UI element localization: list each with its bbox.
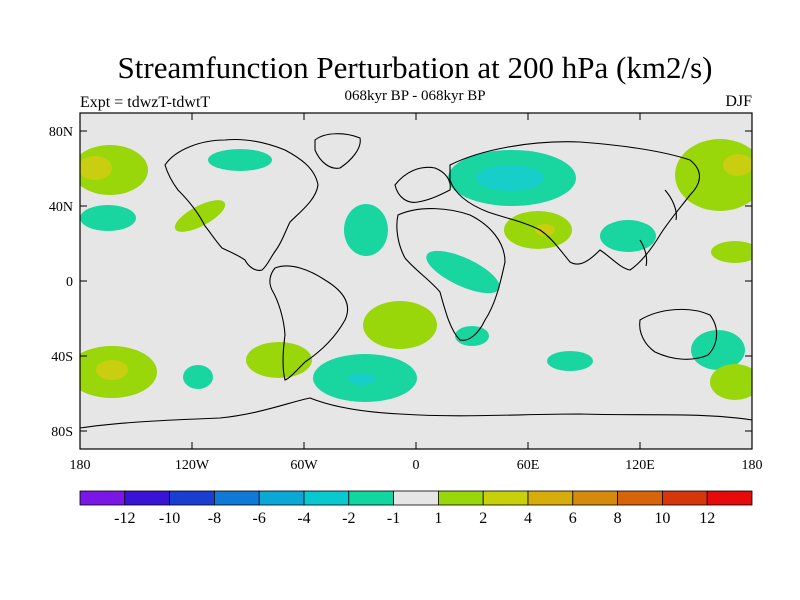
colorbar-label: 2 <box>479 510 487 527</box>
contour-negative <box>208 149 272 171</box>
contour-negative <box>691 330 745 370</box>
colorbar-box <box>79 490 126 506</box>
contour-negative <box>426 250 500 294</box>
experiment-label: Expt = tdwzT-tdwtT <box>80 94 211 111</box>
chart-subtitle: 068kyr BP - 068kyr BP <box>344 88 486 104</box>
x-tick-label: 180 <box>742 458 763 473</box>
y-tick-label: 40S <box>51 350 73 365</box>
colorbar-box <box>617 490 663 506</box>
y-tick-label: 80N <box>49 125 73 140</box>
y-axis-ticks <box>80 130 752 432</box>
contour-negative <box>455 326 489 346</box>
x-tick-label: 120W <box>175 458 210 473</box>
colorbar-box <box>348 490 394 506</box>
colorbar-box <box>706 490 753 506</box>
contour-negative-strong <box>348 373 376 385</box>
y-axis-labels: 80N 40N 0 40S 80S <box>49 125 73 440</box>
map-background <box>80 113 752 449</box>
colorbar-box <box>437 490 484 506</box>
contour-positive-strong <box>723 154 752 176</box>
x-tick-label: 60E <box>517 458 540 473</box>
colorbar-box <box>169 490 215 506</box>
x-tick-label: 0 <box>413 458 420 473</box>
colorbar-label: 6 <box>569 510 577 527</box>
x-tick-label: 60W <box>290 458 318 473</box>
contour-negative <box>344 204 388 256</box>
colorbar-label: -6 <box>253 510 266 527</box>
colorbar-label: 10 <box>654 510 670 527</box>
chart-title: Streamfunction Perturbation at 200 hPa (… <box>117 50 713 85</box>
x-tick-label: 120E <box>625 458 655 473</box>
colorbar-label: -2 <box>342 510 355 527</box>
contour-negative <box>600 220 656 252</box>
contour-positive-strong <box>535 224 555 236</box>
colorbar-box <box>662 490 708 506</box>
contour-positive <box>174 200 226 232</box>
contour-positive <box>246 342 312 378</box>
contour-negative-strong <box>476 165 544 191</box>
colorbar-labels: -12 -10 -8 -6 -4 -2 -1 1 2 4 6 8 10 12 <box>114 510 715 527</box>
colorbar-box <box>303 490 350 506</box>
contour-positive-strong <box>80 156 112 180</box>
colorbar-label: -10 <box>159 510 180 527</box>
colorbar-box <box>213 490 260 506</box>
colorbar-box <box>124 490 171 506</box>
map-panel <box>80 113 752 449</box>
contour-positive <box>363 301 437 349</box>
colorbar-box <box>572 490 618 506</box>
contour-fills <box>80 139 752 402</box>
y-tick-label: 0 <box>66 275 73 290</box>
colorbar-label: -4 <box>297 510 310 527</box>
colorbar-box <box>482 490 529 506</box>
x-axis-ticks <box>79 113 753 449</box>
colorbar-box <box>258 490 305 506</box>
colorbar-box <box>393 490 439 506</box>
y-tick-label: 40N <box>49 200 73 215</box>
colorbar-label: -1 <box>387 510 400 527</box>
contour-positive <box>711 241 752 263</box>
colorbar-label: -8 <box>208 510 221 527</box>
y-tick-label: 80S <box>51 425 73 440</box>
colorbar-label: 4 <box>524 510 532 527</box>
contour-negative <box>80 205 136 231</box>
season-label: DJF <box>725 93 752 110</box>
colorbar-box <box>527 490 574 506</box>
colorbar-label: 1 <box>434 510 442 527</box>
colorbar-label: 12 <box>699 510 715 527</box>
contour-positive-strong <box>96 360 128 380</box>
x-axis-labels: 180 120W 60W 0 60E 120E 180 <box>70 458 763 473</box>
colorbar-label: -12 <box>114 510 135 527</box>
colorbar <box>79 490 753 506</box>
colorbar-label: 8 <box>614 510 622 527</box>
contour-positive <box>710 364 752 400</box>
contour-negative <box>183 365 213 389</box>
contour-negative <box>547 351 593 371</box>
x-tick-label: 180 <box>70 458 91 473</box>
coastlines <box>80 133 752 429</box>
